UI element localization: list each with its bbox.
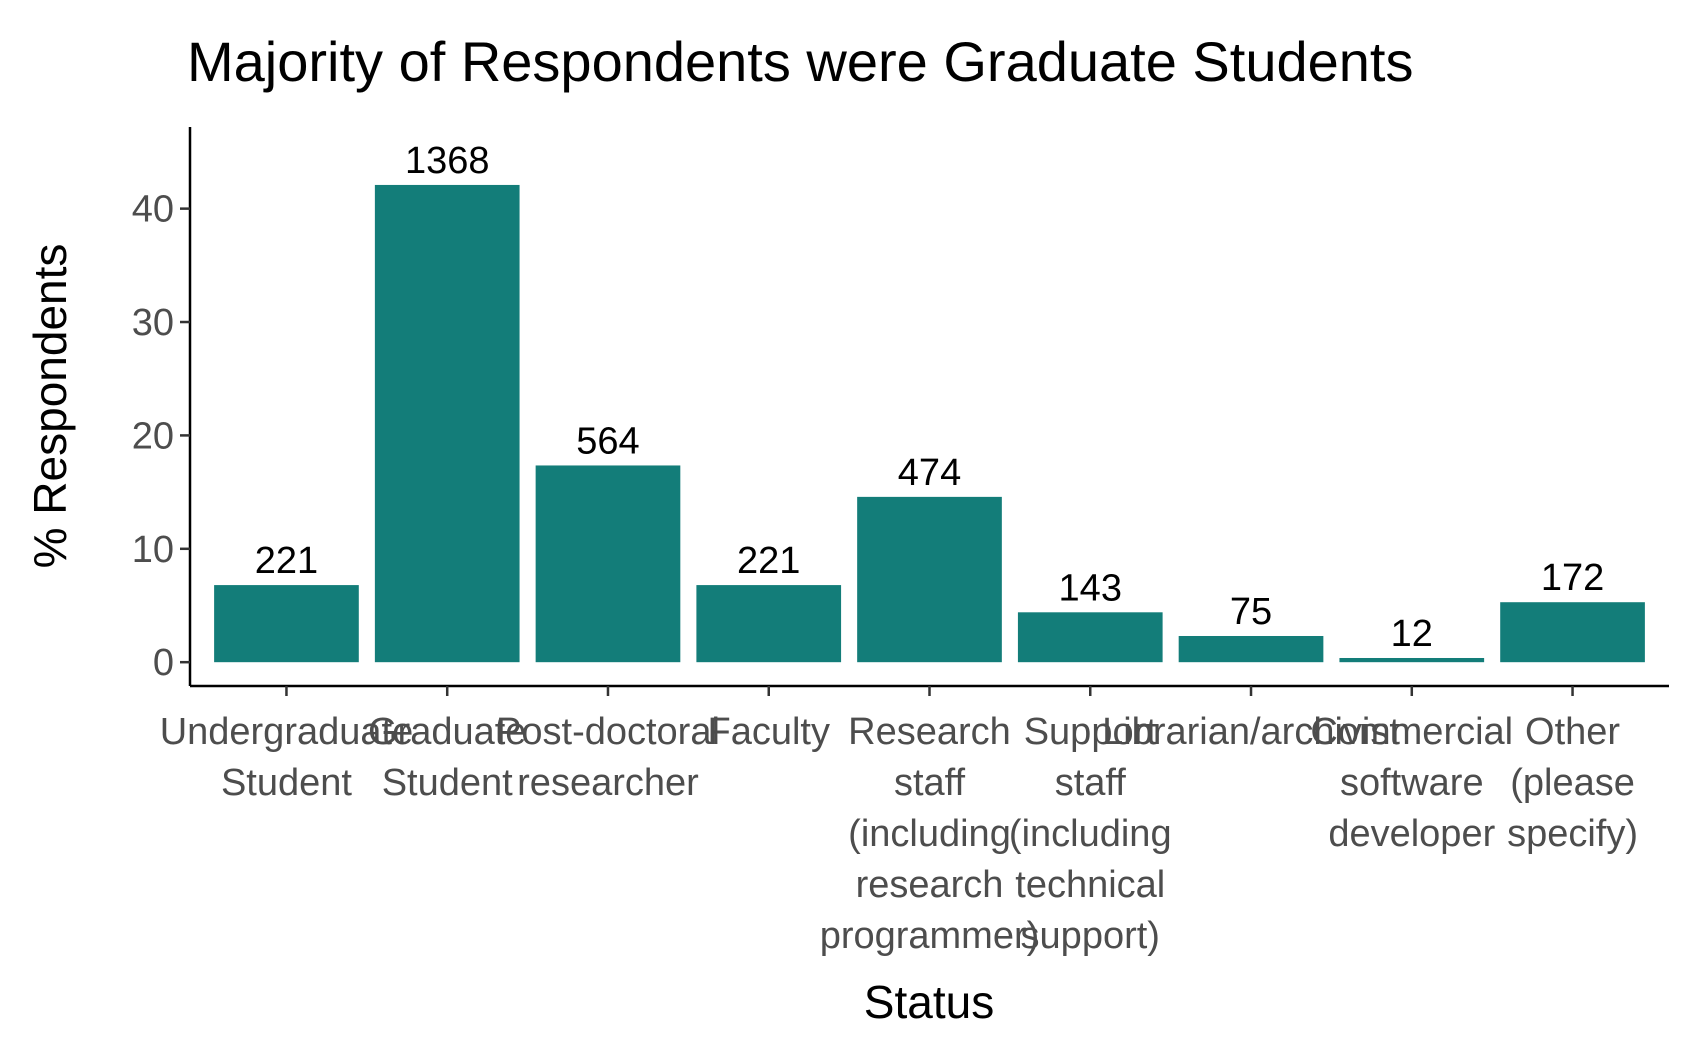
y-axis-title: % Respondents [24, 244, 76, 569]
bar [696, 585, 842, 663]
value-label: 221 [737, 540, 800, 582]
chart-title: Majority of Respondents were Graduate St… [187, 30, 1413, 93]
bar [1017, 612, 1163, 663]
x-tick-label: Undergraduate Student [160, 711, 414, 804]
value-label: 1368 [405, 140, 490, 182]
bar [1500, 602, 1645, 663]
y-tick-label: 30 [132, 302, 174, 344]
x-tick-label: Commercial software developer [1310, 711, 1513, 855]
y-tick-label: 40 [132, 189, 174, 231]
x-tick-label: Librarian/archivist [1102, 711, 1400, 753]
value-label: 12 [1391, 613, 1433, 655]
bar [214, 585, 359, 663]
value-label: 221 [255, 540, 318, 582]
x-tick-label: Other (please specify) [1507, 711, 1638, 855]
y-tick-label: 0 [153, 642, 174, 684]
y-tick-label: 10 [132, 529, 174, 571]
value-label: 172 [1541, 557, 1604, 599]
value-label: 75 [1230, 591, 1272, 633]
bar [1178, 635, 1324, 663]
bar [1339, 657, 1485, 663]
x-tick-label: Faculty [707, 711, 829, 753]
x-axis-title: Status [864, 976, 994, 1028]
x-tick-label: Research staff (including research programme… [820, 711, 1040, 957]
x-tick-label: Support staff (including technical support) [1009, 711, 1172, 957]
bar [857, 496, 1002, 663]
value-label: 474 [898, 452, 961, 494]
x-tick-label: Post-doctoral researcher [496, 711, 720, 804]
value-label: 143 [1059, 567, 1122, 609]
value-label: 564 [576, 420, 639, 462]
bar [535, 465, 681, 663]
bar [374, 184, 520, 663]
x-tick-label: Graduate Student [368, 711, 526, 804]
y-tick-label: 20 [132, 415, 174, 457]
